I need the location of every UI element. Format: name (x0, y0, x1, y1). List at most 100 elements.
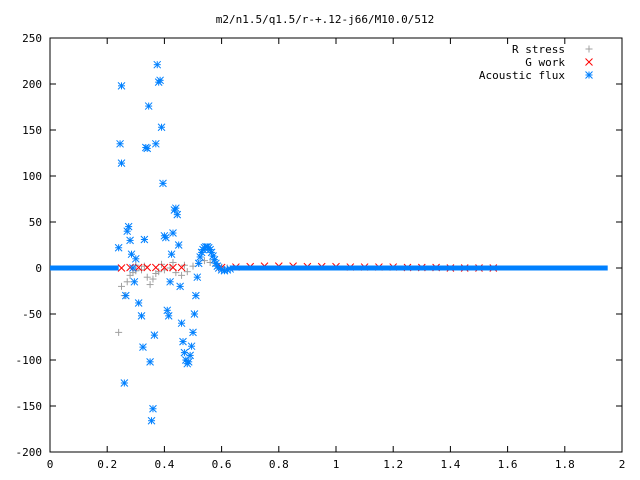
data-point (118, 282, 125, 290)
data-point (171, 204, 180, 213)
x-axis-ticks: 0 0.2 0.4 0.6 0.8 1 1.2 1.4 1.6 1.8 2 (47, 38, 626, 471)
chart-title: m2/n1.5/q1.5/r-+.12-j66/M10.0/512 (216, 13, 435, 26)
legend-marker (585, 58, 593, 66)
data-point (174, 241, 183, 249)
x-tick-label: 1.6 (498, 458, 518, 471)
data-point (140, 262, 148, 270)
legend-label: G work (525, 56, 565, 69)
y-axis-ticks: -200 -150 -100 -50 0 50 100 150 200 250 (16, 32, 622, 459)
data-point (150, 331, 159, 340)
data-point (144, 102, 153, 110)
data-point (166, 277, 174, 286)
data-point (196, 253, 205, 261)
data-point (163, 306, 172, 315)
data-point (187, 342, 196, 351)
data-point (129, 264, 137, 272)
y-tick-label: 150 (22, 124, 42, 137)
data-point (151, 139, 160, 148)
data-point (143, 263, 152, 272)
data-point (121, 291, 130, 300)
y-tick-label: 0 (35, 262, 42, 275)
x-tick-label: 1.4 (440, 458, 460, 471)
data-point (184, 357, 193, 366)
y-tick-label: 250 (22, 32, 42, 45)
y-tick-label: 200 (22, 78, 42, 91)
data-point (160, 263, 169, 272)
legend-marker (585, 45, 593, 53)
legend-label: Acoustic flux (479, 69, 565, 82)
x-tick-label: 1.2 (383, 458, 403, 471)
y-tick-label: 50 (29, 216, 42, 229)
data-point (120, 379, 129, 387)
y-tick-label: -50 (22, 308, 42, 321)
data-point (151, 263, 160, 272)
x-tick-label: 0.4 (154, 458, 174, 471)
y-tick-label: -100 (16, 354, 43, 367)
data-point (169, 229, 177, 237)
data-point (143, 144, 152, 153)
x-tick-label: 1 (333, 458, 340, 471)
x-tick-label: 2 (619, 458, 626, 471)
data-point (169, 258, 177, 266)
data-point (183, 268, 191, 276)
data-point (192, 291, 200, 300)
data-point (126, 236, 134, 245)
data-point (186, 351, 194, 360)
data-point (167, 250, 176, 259)
data-point (123, 227, 132, 236)
y-tick-label: -150 (16, 400, 43, 413)
data-point (115, 328, 123, 336)
data-point (143, 273, 151, 281)
data-point (117, 159, 126, 167)
data-point (116, 139, 124, 148)
data-point (146, 357, 154, 366)
legend-marker (585, 71, 593, 79)
data-point (149, 404, 157, 413)
data-point (131, 254, 140, 263)
x-tick-label: 0.2 (97, 458, 117, 471)
data-point (139, 343, 147, 351)
data-point (189, 328, 197, 337)
data-point (190, 310, 199, 318)
data-point (159, 179, 167, 188)
data-point (176, 282, 184, 291)
x-tick-label: 0.6 (212, 458, 232, 471)
series-acoustic-flux (50, 60, 608, 425)
data-point (179, 337, 187, 346)
x-tick-label: 0.8 (269, 458, 289, 471)
data-point (206, 258, 214, 266)
data-point (137, 311, 146, 320)
data-point (130, 277, 139, 286)
data-point (147, 416, 156, 425)
data-point (153, 60, 162, 69)
data-point (117, 264, 126, 272)
data-point (193, 273, 202, 282)
data-point (114, 243, 123, 252)
data-point (124, 222, 133, 231)
data-point (156, 76, 164, 85)
data-point (157, 123, 166, 132)
data-point (140, 235, 149, 244)
data-point (178, 271, 186, 279)
data-point (155, 268, 163, 276)
data-point (194, 259, 203, 268)
legend-label: R stress (512, 43, 565, 56)
data-point (149, 275, 157, 283)
x-tick-label: 0 (47, 458, 54, 471)
data-point (177, 319, 186, 328)
data-point (134, 299, 143, 307)
data-point (173, 210, 182, 219)
data-marks (50, 60, 608, 425)
plot-frame (49, 37, 623, 453)
data-point (177, 263, 186, 272)
y-tick-label: 100 (22, 170, 42, 183)
data-point (146, 281, 154, 289)
data-point (164, 311, 173, 320)
y-tick-label: -200 (16, 446, 43, 459)
axes (49, 37, 623, 453)
data-point (123, 278, 131, 286)
data-point (169, 263, 177, 272)
data-point (161, 233, 170, 242)
